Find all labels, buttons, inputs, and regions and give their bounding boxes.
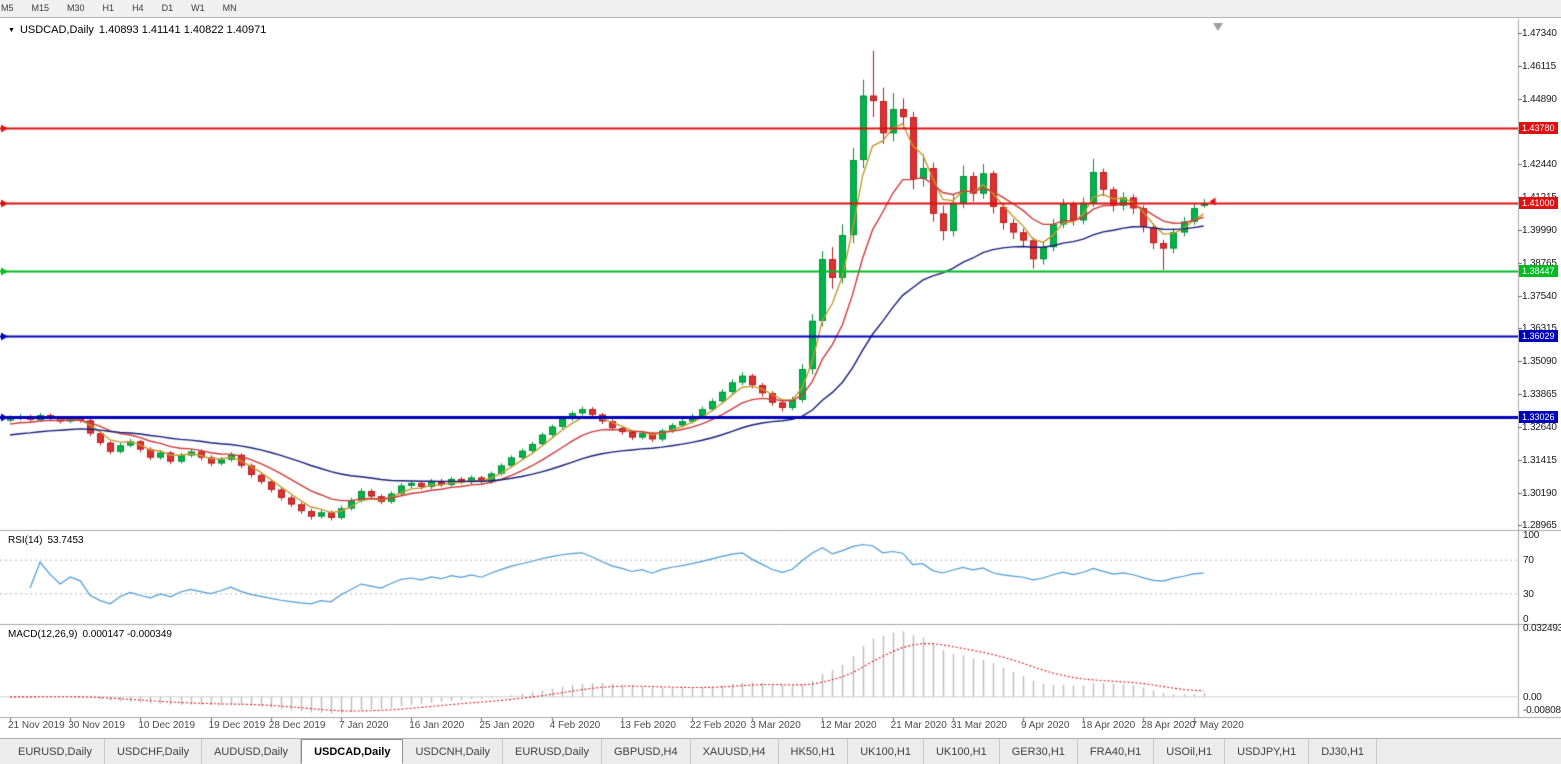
rsi-axis-label-0: 0 bbox=[1523, 614, 1529, 625]
time-axis-label: 22 Feb 2020 bbox=[690, 720, 747, 731]
macd-axis-label: 0.00 bbox=[1523, 691, 1542, 703]
timeframe-button-h1[interactable]: H1 bbox=[102, 3, 115, 13]
price-line-badge-1-33026: 1.33026 bbox=[1519, 410, 1558, 423]
price-line-badge-1-36029: 1.36029 bbox=[1519, 330, 1558, 343]
chart-tab-eurusd-daily[interactable]: EURUSD,Daily bbox=[6, 739, 105, 764]
chart-ohlc-values: 1.40893 1.41141 1.40822 1.40971 bbox=[98, 24, 267, 36]
price-axis-tick: 1.31415 bbox=[1522, 454, 1557, 466]
time-axis-label: 21 Nov 2019 bbox=[8, 720, 65, 731]
chart-tab-eurusd-daily[interactable]: EURUSD,Daily bbox=[503, 739, 602, 764]
time-axis-label: 9 Apr 2020 bbox=[1021, 720, 1070, 731]
time-axis-label: 3 Mar 2020 bbox=[750, 720, 801, 731]
time-axis-label: 12 Mar 2020 bbox=[820, 720, 877, 731]
symbol-dropdown-icon[interactable]: ▼ bbox=[8, 26, 15, 34]
rsi-axis-label-70: 70 bbox=[1523, 555, 1534, 567]
rsi-axis-label-100: 100 bbox=[1523, 530, 1540, 541]
time-axis-label: 28 Dec 2019 bbox=[268, 720, 326, 731]
rsi-value: 53.7453 bbox=[47, 535, 84, 546]
timeframe-button-mn[interactable]: MN bbox=[222, 3, 237, 13]
price-axis-tick: 1.32640 bbox=[1522, 421, 1557, 433]
chart-tab-xauusd-h4[interactable]: XAUUSD,H4 bbox=[691, 739, 779, 764]
price-line-badge-1-43780: 1.43780 bbox=[1519, 122, 1558, 135]
time-axis-label: 10 Dec 2019 bbox=[138, 720, 196, 731]
time-axis-label: 25 Jan 2020 bbox=[479, 720, 535, 731]
timeframe-toolbar: M5 M15 M30 H1 H4 D1 W1 MN bbox=[0, 0, 1561, 18]
macd-axis-label: 0.032493 bbox=[1523, 623, 1561, 634]
price-line-badge-1-38447: 1.38447 bbox=[1519, 265, 1558, 278]
time-axis-label: 21 Mar 2020 bbox=[890, 720, 947, 731]
chart-tab-usoil-h1[interactable]: USOil,H1 bbox=[1154, 739, 1226, 764]
chart-tab-usdchf-daily[interactable]: USDCHF,Daily bbox=[105, 739, 203, 764]
time-axis-label: 18 Apr 2020 bbox=[1081, 720, 1136, 731]
macd-values: 0.000147 -0.000349 bbox=[82, 629, 172, 640]
price-axis-tick: 1.30190 bbox=[1522, 487, 1557, 499]
time-axis-label: 31 Mar 2020 bbox=[950, 720, 1007, 731]
chart-symbol-label: USDCAD,Daily bbox=[19, 24, 94, 36]
price-axis-tick: 1.47340 bbox=[1522, 28, 1557, 39]
timeframe-button-h4[interactable]: H4 bbox=[132, 3, 144, 13]
price-axis-tick: 1.39990 bbox=[1522, 224, 1557, 236]
price-line-badge-1-41000: 1.41000 bbox=[1519, 196, 1558, 209]
chart-tab-bar: EURUSD,Daily USDCHF,Daily AUDUSD,Daily USDC… bbox=[0, 738, 1561, 764]
macd-name: MACD(12,26,9) bbox=[8, 629, 78, 640]
chart-tab-hk50-h1[interactable]: HK50,H1 bbox=[779, 739, 849, 764]
macd-axis-label: -0.00808 bbox=[1523, 705, 1561, 716]
price-axis-tick: 1.36315 bbox=[1522, 323, 1557, 335]
price-axis-tick: 1.44890 bbox=[1522, 93, 1557, 105]
time-axis-label: 13 Feb 2020 bbox=[619, 720, 676, 731]
time-axis-label: 7 Jan 2020 bbox=[338, 720, 389, 731]
price-axis-tick: 1.42440 bbox=[1522, 159, 1557, 171]
chart-tab-uk100-h1[interactable]: UK100,H1 bbox=[848, 739, 924, 764]
macd-indicator-label: MACD(12,26,9) 0.000147 -0.000349 bbox=[8, 629, 172, 640]
price-axis-tick: 1.37540 bbox=[1522, 290, 1557, 302]
chart-tab-audusd-daily[interactable]: AUDUSD,Daily bbox=[202, 739, 302, 764]
time-axis-label: 4 Feb 2020 bbox=[549, 720, 601, 731]
rsi-name: RSI(14) bbox=[8, 535, 43, 546]
chart-tab-dj30-h1[interactable]: DJ30,H1 bbox=[1309, 739, 1378, 764]
timeframe-button-w1[interactable]: W1 bbox=[191, 3, 205, 13]
price-axis-tick: 1.28965 bbox=[1522, 520, 1557, 532]
timeframe-button-d1[interactable]: D1 bbox=[161, 3, 174, 13]
chart-tab-usdcad-daily[interactable]: USDCAD,Daily bbox=[301, 739, 404, 764]
chart-title: ▼ USDCAD,Daily 1.40893 1.41141 1.40822 1… bbox=[8, 24, 266, 36]
time-axis-label: 30 Nov 2019 bbox=[68, 720, 125, 731]
chart-tab-usdcnh-daily[interactable]: USDCNH,Daily bbox=[403, 739, 504, 764]
time-axis-label: 19 Dec 2019 bbox=[208, 720, 266, 731]
rsi-axis-label-30: 30 bbox=[1523, 588, 1534, 600]
chart-tab-uk100-h1[interactable]: UK100,H1 bbox=[924, 739, 1000, 764]
time-axis-label: 28 Apr 2020 bbox=[1141, 720, 1196, 731]
chart-tab-fra40-h1[interactable]: FRA40,H1 bbox=[1078, 739, 1155, 764]
price-axis-tick: 1.33865 bbox=[1522, 389, 1557, 401]
chart-tab-ger30-h1[interactable]: GER30,H1 bbox=[1000, 739, 1078, 764]
time-axis-label: 16 Jan 2020 bbox=[409, 720, 465, 731]
time-axis-label: 7 May 2020 bbox=[1191, 720, 1244, 731]
rsi-indicator-label: RSI(14) 53.7453 bbox=[8, 535, 84, 546]
price-axis-tick: 1.38765 bbox=[1522, 257, 1557, 269]
price-axis-tick: 1.35090 bbox=[1522, 356, 1557, 368]
timeframe-button-m30[interactable]: M30 bbox=[67, 3, 85, 13]
chart-tab-gbpusd-h4[interactable]: GBPUSD,H4 bbox=[602, 739, 691, 764]
chart-tab-usdjpy-h1[interactable]: USDJPY,H1 bbox=[1225, 739, 1310, 764]
timeframe-button-m5[interactable]: M5 bbox=[1, 3, 14, 13]
price-axis-tick: 1.46115 bbox=[1522, 60, 1557, 72]
timeframe-button-m15[interactable]: M15 bbox=[31, 3, 50, 13]
